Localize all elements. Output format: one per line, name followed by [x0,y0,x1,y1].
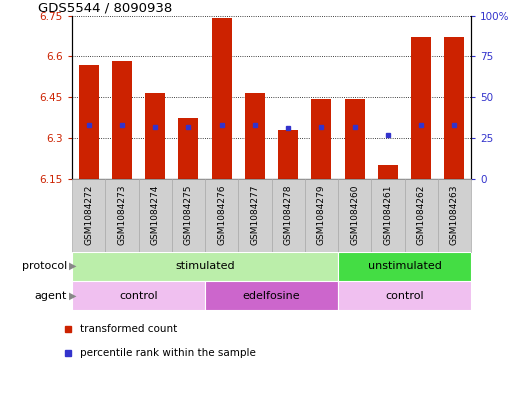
Bar [72,179,105,252]
Text: unstimulated: unstimulated [367,261,442,271]
Text: GSM1084274: GSM1084274 [151,185,160,245]
Bar [438,179,471,252]
Bar [338,252,471,281]
Bar [205,179,238,252]
Text: percentile rank within the sample: percentile rank within the sample [80,347,255,358]
Text: stimulated: stimulated [175,261,235,271]
Bar [72,252,338,281]
Bar [238,179,271,252]
Text: GSM1084275: GSM1084275 [184,185,193,245]
Bar [411,37,431,179]
Text: transformed count: transformed count [80,324,177,334]
Bar [371,179,404,252]
Bar [205,281,338,310]
Text: GSM1084261: GSM1084261 [383,185,392,245]
Text: GSM1084277: GSM1084277 [250,185,260,245]
Text: GSM1084260: GSM1084260 [350,185,359,245]
Bar [271,179,305,252]
Bar [404,179,438,252]
Text: ▶: ▶ [69,291,77,301]
Bar [72,281,205,310]
Text: GSM1084278: GSM1084278 [284,185,292,245]
Bar [311,99,331,179]
Bar [444,37,464,179]
Bar [338,281,471,310]
Text: GSM1084279: GSM1084279 [317,185,326,245]
Text: GDS5544 / 8090938: GDS5544 / 8090938 [38,2,172,15]
Bar [145,93,165,179]
Bar [345,99,365,179]
Text: edelfosine: edelfosine [243,291,300,301]
Bar [78,64,98,179]
Bar [105,179,139,252]
Bar [245,93,265,179]
Text: GSM1084272: GSM1084272 [84,185,93,245]
Bar [212,18,231,179]
Text: GSM1084262: GSM1084262 [417,185,426,245]
Text: ▶: ▶ [69,261,77,271]
Bar [179,118,199,179]
Bar [172,179,205,252]
Bar [305,179,338,252]
Bar [378,165,398,179]
Bar [112,61,132,179]
Text: agent: agent [34,291,67,301]
Text: GSM1084273: GSM1084273 [117,185,126,245]
Bar [278,130,298,179]
Bar [139,179,172,252]
Text: GSM1084276: GSM1084276 [217,185,226,245]
Text: control: control [385,291,424,301]
Text: control: control [119,291,158,301]
Text: protocol: protocol [22,261,67,271]
Text: GSM1084263: GSM1084263 [450,185,459,245]
Bar [338,179,371,252]
